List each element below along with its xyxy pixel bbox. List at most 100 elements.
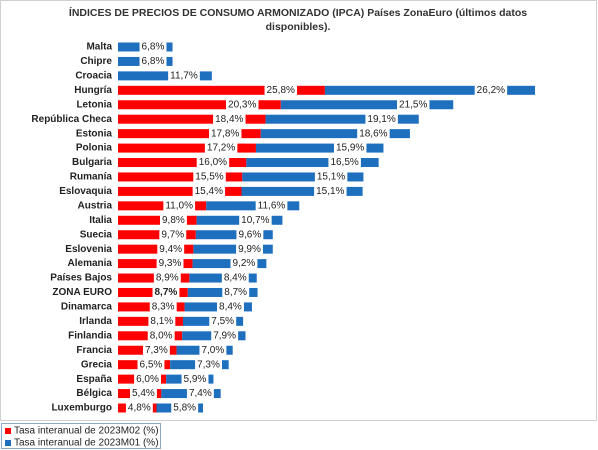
chart-title: ÍNDICES DE PRECIOS DE CONSUMO ARMONIZADO… xyxy=(69,6,527,19)
value-label-bg xyxy=(199,344,227,357)
bar xyxy=(246,158,379,168)
chart-title: disponibles). xyxy=(266,21,331,33)
bar xyxy=(118,114,266,124)
value-label-bg xyxy=(195,358,222,371)
category-label: ZONA EURO xyxy=(52,287,112,298)
value-label-bg xyxy=(134,373,162,386)
value-label: 8,7% xyxy=(224,287,247,298)
value-label: 4,8% xyxy=(128,403,151,414)
value-label: 8,7% xyxy=(155,287,178,298)
value-label: 9,2% xyxy=(233,258,256,269)
bar xyxy=(118,244,194,254)
value-label: 7,3% xyxy=(197,359,220,370)
bar xyxy=(118,100,281,110)
bar xyxy=(206,201,300,211)
value-label-bg xyxy=(211,329,239,342)
value-label-bg xyxy=(397,98,430,111)
legend-swatch xyxy=(5,440,11,446)
value-label: 17,2% xyxy=(207,143,235,154)
category-label: Hungría xyxy=(74,85,112,96)
value-label: 9,7% xyxy=(161,229,184,240)
bar xyxy=(118,230,196,240)
bar xyxy=(118,172,243,182)
value-label: 7,9% xyxy=(213,330,236,341)
value-label-bg xyxy=(222,286,250,299)
value-label: 15,4% xyxy=(195,186,223,197)
category-label: Bulgaria xyxy=(72,157,112,168)
legend-label: Tasa interanual de 2023M01 (%) xyxy=(14,438,159,449)
bar xyxy=(118,85,325,95)
bar xyxy=(118,259,193,269)
value-label-bg xyxy=(142,344,170,357)
category-label: Malta xyxy=(86,42,112,53)
value-label: 5,8% xyxy=(173,403,196,414)
value-label: 6,8% xyxy=(142,42,165,53)
bar xyxy=(118,71,212,81)
value-label-bg xyxy=(193,170,226,183)
value-label-bg xyxy=(147,329,175,342)
value-label: 15,9% xyxy=(336,143,364,154)
value-label: 6,0% xyxy=(136,374,159,385)
bar xyxy=(242,172,364,182)
category-label: Luxemburgo xyxy=(51,403,112,414)
value-label-bg xyxy=(357,127,390,140)
category-label: Países Bajos xyxy=(50,273,112,284)
value-label-bg xyxy=(239,214,272,227)
value-label-bg xyxy=(157,243,185,256)
value-label: 11,6% xyxy=(258,200,286,211)
value-label-bg xyxy=(474,84,508,97)
category-label: Estonia xyxy=(76,128,113,139)
value-label: 11,7% xyxy=(170,71,198,82)
category-label: Letonia xyxy=(76,99,112,110)
category-label: República Checa xyxy=(31,114,112,125)
bar xyxy=(265,114,419,124)
bar xyxy=(255,143,384,153)
value-label-bg xyxy=(139,55,167,68)
value-label-bg xyxy=(192,185,226,198)
value-label-bg xyxy=(171,402,199,414)
legend-label: Tasa interanual de 2023M02 (%) xyxy=(14,426,159,437)
value-label: 6,8% xyxy=(142,56,165,67)
category-label: Eslovenia xyxy=(65,244,112,255)
bar xyxy=(118,158,247,168)
value-label-bg xyxy=(217,300,244,313)
value-label-bg xyxy=(333,142,367,155)
bar xyxy=(241,186,363,196)
category-label: Chipre xyxy=(80,56,112,67)
value-label: 9,4% xyxy=(159,244,182,255)
value-label-bg xyxy=(221,272,249,285)
value-label: 18,6% xyxy=(359,128,387,139)
bar xyxy=(192,259,267,269)
category-label: Dinamarca xyxy=(61,302,113,313)
value-label: 7,3% xyxy=(145,345,168,356)
bar xyxy=(118,215,197,225)
value-label-bg xyxy=(148,315,176,328)
bar xyxy=(118,129,261,139)
value-label: 8,9% xyxy=(156,273,179,284)
bar xyxy=(118,273,190,283)
value-label: 5,9% xyxy=(184,374,207,385)
value-label: 20,3% xyxy=(228,99,256,110)
category-label: Alemania xyxy=(68,258,113,269)
value-label-bg xyxy=(314,185,347,198)
value-label-bg xyxy=(328,156,361,169)
category-label: Italia xyxy=(89,215,112,226)
value-label: 26,2% xyxy=(477,85,505,96)
category-label: Francia xyxy=(76,345,112,356)
value-label: 9,3% xyxy=(159,258,182,269)
value-label: 17,8% xyxy=(211,128,239,139)
value-label: 8,1% xyxy=(150,316,173,327)
category-label: Croacia xyxy=(75,71,112,82)
value-label: 16,5% xyxy=(330,157,358,168)
value-label-bg xyxy=(159,228,187,241)
value-label-bg xyxy=(168,69,200,82)
value-label-bg xyxy=(149,300,177,313)
value-label: 15,5% xyxy=(195,172,223,183)
bar xyxy=(280,100,454,110)
value-label-bg xyxy=(153,272,181,285)
legend-box xyxy=(1,423,161,449)
value-label-bg xyxy=(208,127,242,140)
value-label-bg xyxy=(152,286,180,299)
value-label: 15,1% xyxy=(317,172,345,183)
